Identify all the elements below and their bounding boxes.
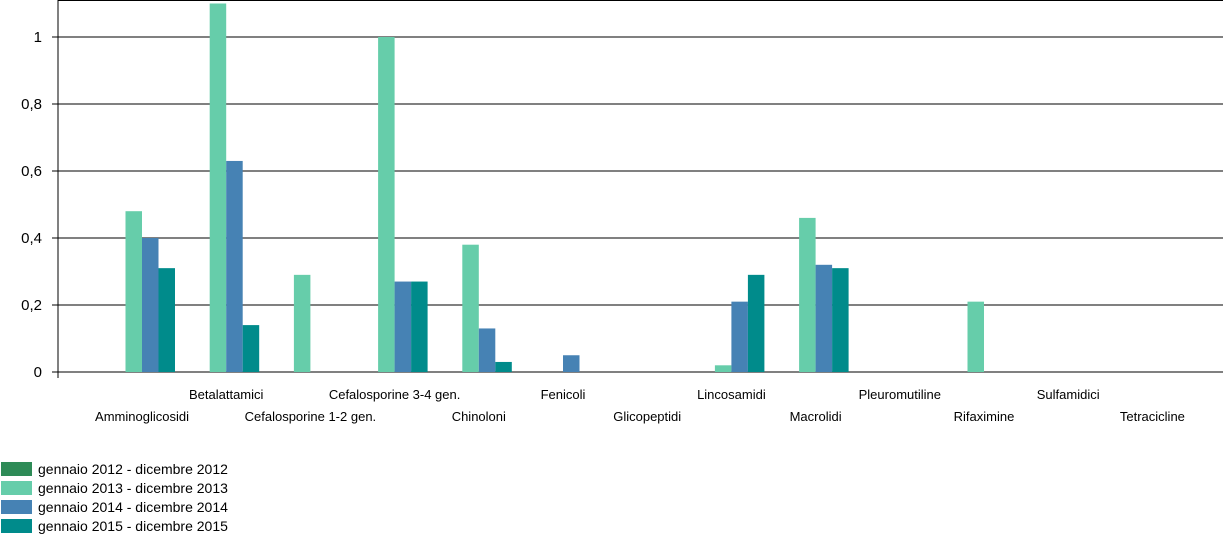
x-category-label: Macrolidi [790, 409, 842, 424]
x-category-label: Cefalosporine 3-4 gen. [329, 387, 461, 402]
bar [967, 301, 984, 372]
bar [142, 238, 159, 372]
bar [158, 268, 175, 372]
legend: gennaio 2012 - dicembre 2012 gennaio 2013… [1, 461, 228, 534]
bar [462, 244, 479, 372]
legend-swatch [1, 500, 32, 514]
y-tick-label: 0 [34, 364, 42, 381]
x-category-label: Rifaximine [954, 409, 1015, 424]
x-category-label: Chinoloni [452, 409, 506, 424]
legend-label: gennaio 2012 - dicembre 2012 [38, 461, 228, 477]
x-category-label: Amminoglicosidi [95, 409, 189, 424]
bar [411, 281, 428, 372]
legend-label: gennaio 2013 - dicembre 2013 [38, 480, 228, 496]
x-category-label: Glicopeptidi [613, 409, 681, 424]
grid-layer [58, 0, 1223, 373]
bar [209, 3, 227, 372]
bar-layer [125, 3, 984, 372]
x-category-label: Sulfamidici [1037, 387, 1100, 402]
x-category-label: Pleuromutiline [859, 387, 941, 402]
y-tick-label: 1 [34, 29, 42, 46]
y-tick-label: 0,2 [21, 297, 42, 314]
bar [832, 268, 849, 372]
legend-label: gennaio 2014 - dicembre 2014 [38, 499, 228, 515]
y-tick-label: 0,6 [21, 163, 42, 180]
x-category-label: Tetracicline [1120, 409, 1185, 424]
legend-swatch [1, 462, 32, 476]
y-tick-label: 0,8 [21, 96, 42, 113]
legend-swatch [1, 519, 32, 533]
bar [495, 361, 512, 372]
bar [378, 37, 395, 372]
x-category-label: Fenicoli [541, 387, 586, 402]
y-tick-label: 0,4 [21, 230, 42, 247]
bar [731, 301, 748, 372]
bar [226, 160, 243, 372]
x-category-label: Cefalosporine 1-2 gen. [245, 409, 377, 424]
axis-layer: 0 0,2 0,4 0,6 0,8 1 AmminoglicosidiBetalattami… [21, 0, 1185, 424]
x-category-label: Lincosamidi [697, 387, 766, 402]
bar [125, 211, 142, 372]
bar [815, 264, 833, 372]
bar [799, 217, 816, 372]
legend-swatch [1, 481, 32, 495]
bar [394, 281, 412, 372]
x-category-label: Betalattamici [189, 387, 264, 402]
bar [714, 365, 732, 372]
bar [293, 274, 311, 372]
bar [747, 274, 765, 372]
bar [563, 355, 580, 372]
legend-label: gennaio 2015 - dicembre 2015 [38, 518, 228, 534]
bar [242, 325, 260, 372]
bar [478, 328, 496, 372]
